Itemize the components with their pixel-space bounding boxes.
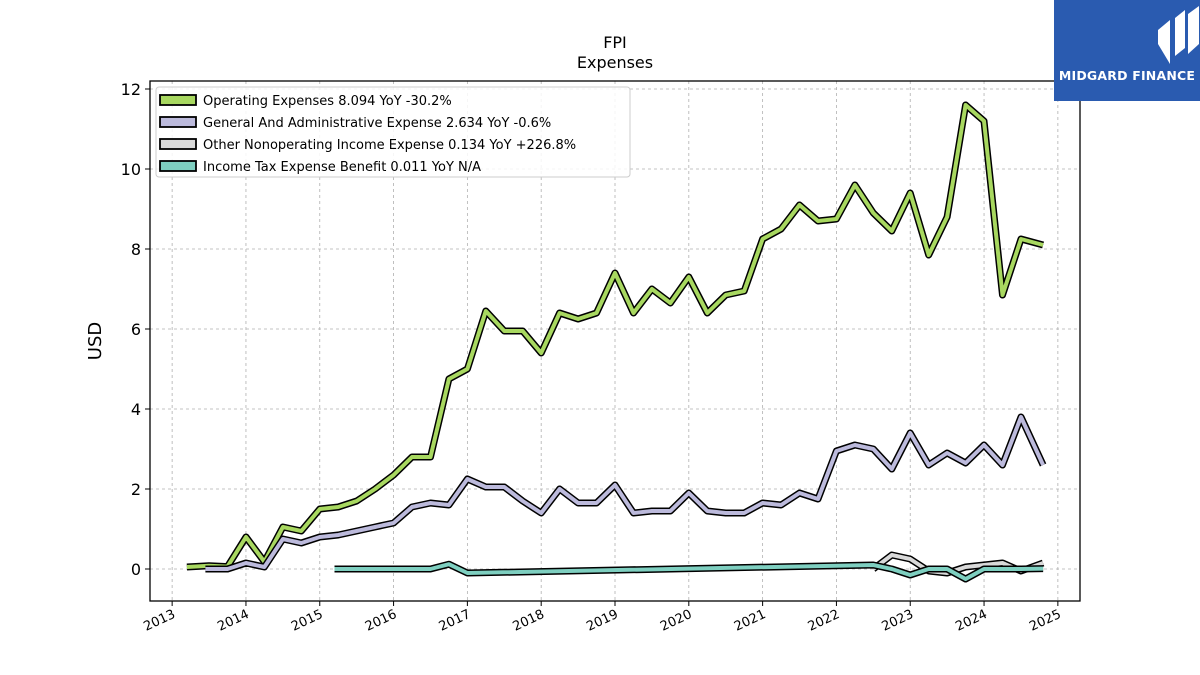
x-tick-label: 2016	[363, 607, 399, 635]
logo-mark-icon	[1158, 6, 1199, 64]
legend-swatch	[159, 116, 197, 128]
x-tick-label: 2013	[142, 607, 178, 635]
legend-swatch	[159, 160, 197, 172]
y-tick-label: 8	[131, 240, 141, 259]
y-tick-label: 4	[131, 400, 141, 419]
y-tick-label: 2	[131, 480, 141, 499]
logo-text: MIDGARD FINANCE	[1058, 68, 1196, 83]
x-tick-label: 2019	[584, 607, 620, 635]
series-outline	[205, 413, 1047, 573]
x-tick-label: 2018	[511, 607, 547, 635]
x-tick-label: 2022	[806, 607, 842, 635]
legend-label: Operating Expenses 8.094 YoY -30.2%	[203, 94, 452, 109]
legend-label: General And Administrative Expense 2.634…	[203, 116, 551, 131]
y-axis-label: USD	[85, 322, 106, 360]
x-tick-label: 2015	[289, 607, 325, 635]
legend-label: Income Tax Expense Benefit 0.011 YoY N/A	[203, 160, 481, 175]
legend-swatch	[159, 138, 197, 150]
series-line	[186, 103, 1044, 569]
legend-entry: Other Nonoperating Income Expense 0.134 …	[159, 138, 576, 153]
chart-subtitle: Expenses	[577, 53, 653, 72]
x-tick-label: 2017	[437, 607, 473, 635]
y-tick-label: 10	[121, 160, 141, 179]
series-0	[186, 101, 1045, 571]
x-tick-label: 2023	[880, 607, 916, 635]
x-tick-label: 2014	[215, 607, 251, 635]
series-3	[334, 560, 1044, 583]
legend-entry: Income Tax Expense Benefit 0.011 YoY N/A	[159, 160, 481, 175]
midgard-finance-logo: MIDGARD FINANCE	[1054, 0, 1200, 101]
legend-entry: Operating Expenses 8.094 YoY -30.2%	[159, 94, 452, 109]
chart-title: FPI	[603, 33, 627, 52]
x-tick-label: 2020	[658, 607, 694, 635]
y-tick-label: 0	[131, 560, 141, 579]
y-tick-label: 12	[121, 80, 141, 99]
legend-entry: General And Administrative Expense 2.634…	[159, 116, 551, 131]
x-tick-label: 2021	[732, 607, 768, 635]
series-1	[205, 413, 1047, 573]
x-tick-label: 2024	[953, 607, 989, 635]
series-lines	[186, 101, 1047, 583]
x-tick-label: 2025	[1027, 607, 1063, 635]
series-line	[334, 562, 1044, 581]
legend-box	[155, 86, 631, 178]
series-line	[205, 415, 1045, 571]
y-tick-label: 6	[131, 320, 141, 339]
legend-swatch	[159, 94, 197, 106]
legend-label: Other Nonoperating Income Expense 0.134 …	[203, 138, 576, 153]
legend: Operating Expenses 8.094 YoY -30.2% Gener…	[155, 86, 631, 178]
